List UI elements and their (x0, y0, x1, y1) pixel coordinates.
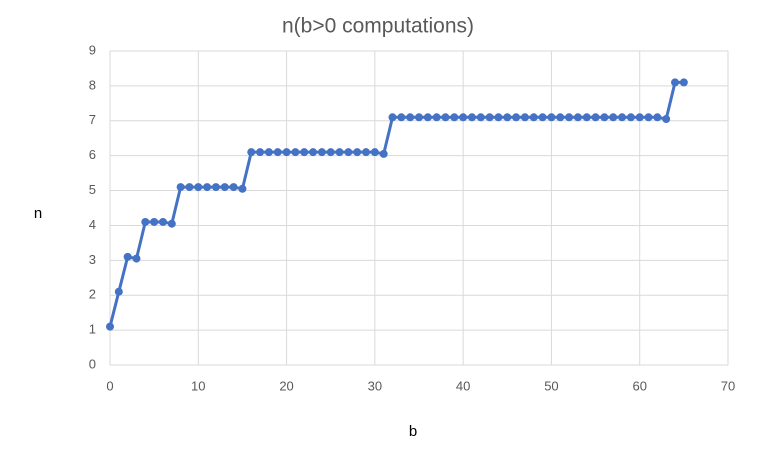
data-point (106, 322, 114, 331)
data-point (423, 113, 432, 122)
data-point (282, 148, 291, 157)
data-point (573, 113, 582, 122)
y-tick-label: 6 (89, 147, 96, 162)
data-point (547, 113, 556, 122)
data-point (503, 113, 512, 122)
data-point (317, 148, 326, 157)
data-point (635, 113, 644, 122)
data-point (335, 148, 344, 157)
data-point (626, 113, 635, 122)
data-point (485, 113, 494, 122)
data-point (662, 115, 671, 124)
data-point (450, 113, 459, 122)
data-point (150, 217, 159, 226)
data-point (512, 113, 521, 122)
x-tick-label: 50 (544, 378, 558, 393)
data-point (264, 148, 273, 157)
data-point (467, 113, 476, 122)
data-point (309, 148, 318, 157)
data-point (441, 113, 450, 122)
data-point (582, 113, 591, 122)
x-axis-label: b (409, 423, 417, 440)
data-point (679, 78, 688, 87)
data-point (529, 113, 538, 122)
data-point (247, 148, 256, 157)
data-point (167, 219, 176, 228)
data-point (379, 149, 388, 158)
data-point (326, 148, 335, 157)
data-point (362, 148, 371, 157)
data-point (671, 78, 680, 87)
y-tick-label: 7 (89, 112, 96, 127)
data-point (538, 113, 547, 122)
data-point (609, 113, 618, 122)
data-point (158, 217, 167, 226)
x-tick-label: 70 (721, 378, 735, 393)
y-tick-label: 8 (89, 77, 96, 92)
data-point (185, 183, 194, 192)
y-tick-label: 2 (89, 287, 96, 302)
data-point (644, 113, 653, 122)
data-point (565, 113, 574, 122)
data-point (353, 148, 362, 157)
chart-title: n(b>0 computations) (282, 15, 474, 38)
data-point (388, 113, 397, 122)
data-point (415, 113, 423, 122)
data-point (459, 113, 468, 122)
data-point (494, 113, 503, 122)
y-axis-label: n (34, 205, 42, 222)
y-tick-label: 3 (89, 252, 96, 267)
data-point (123, 252, 132, 261)
data-point (406, 113, 415, 122)
data-point (273, 148, 282, 157)
data-point (132, 254, 141, 263)
y-tick-label: 5 (89, 182, 96, 197)
data-point (520, 113, 529, 122)
data-point (291, 148, 300, 157)
data-point (220, 183, 229, 192)
data-point (211, 183, 220, 192)
data-point (344, 148, 353, 157)
data-point (397, 113, 406, 122)
data-point (256, 148, 265, 157)
data-point (141, 217, 150, 226)
x-tick-label: 60 (632, 378, 646, 393)
data-point (653, 113, 662, 122)
data-point (194, 183, 203, 192)
data-point (229, 183, 238, 192)
data-point (300, 148, 309, 157)
data-point (432, 113, 441, 122)
x-tick-label: 40 (456, 378, 470, 393)
data-point (370, 148, 379, 157)
y-tick-label: 1 (89, 322, 96, 337)
data-point (176, 183, 185, 192)
y-tick-label: 4 (89, 217, 96, 232)
x-tick-label: 0 (106, 378, 113, 393)
data-point (618, 113, 627, 122)
data-point (591, 113, 600, 122)
y-tick-label: 9 (89, 42, 96, 57)
x-tick-label: 30 (368, 378, 382, 393)
data-point (600, 113, 609, 122)
data-point (476, 113, 485, 122)
data-point (203, 183, 212, 192)
x-tick-label: 20 (279, 378, 293, 393)
y-tick-label: 0 (89, 356, 96, 371)
x-tick-label: 10 (191, 378, 205, 393)
data-point (556, 113, 565, 122)
data-point (238, 184, 247, 193)
data-point (114, 287, 123, 296)
